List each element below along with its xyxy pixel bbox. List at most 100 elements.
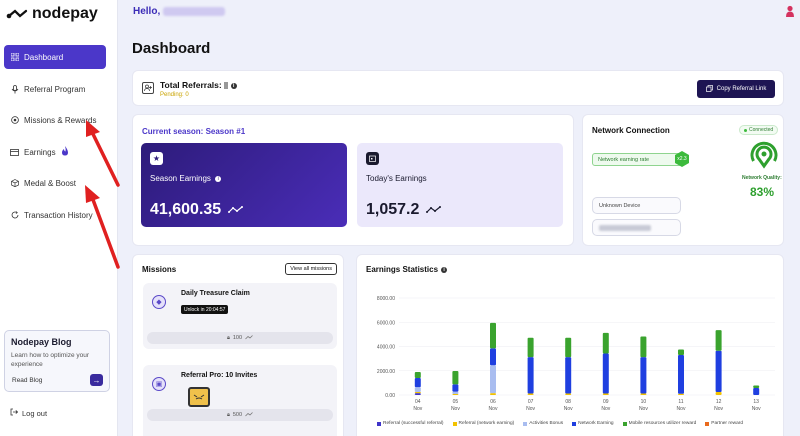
- legend-swatch: [452, 421, 457, 426]
- mission-reward[interactable]: 🔒︎ 500: [147, 409, 333, 421]
- bar-segment: [565, 393, 572, 395]
- sidebar-item-earnings[interactable]: Earnings: [4, 140, 106, 164]
- legend-swatch: [377, 421, 381, 426]
- legend-label: Referral (network earning): [458, 421, 515, 426]
- view-all-missions-button[interactable]: View all missions: [285, 263, 337, 275]
- read-blog-link[interactable]: Read Blog: [12, 377, 43, 384]
- season-earnings-label: Season Earnings i: [150, 174, 222, 183]
- redacted-text: [599, 224, 651, 231]
- logout-button[interactable]: Log out: [10, 408, 47, 418]
- network-connection-card: Network Connection Connected Network ear…: [582, 114, 784, 246]
- legend-swatch: [705, 421, 710, 426]
- x-tick-month: Nov: [451, 406, 460, 412]
- info-icon[interactable]: i: [230, 82, 237, 89]
- legend-item[interactable]: Referral (network earning): [452, 421, 515, 426]
- status-dot-icon: [744, 128, 747, 132]
- info-icon[interactable]: i: [441, 266, 448, 273]
- bar-segment: [640, 393, 647, 395]
- device-name: Unknown Device: [592, 197, 681, 214]
- arrow-right-icon[interactable]: →: [90, 374, 103, 386]
- mission-item[interactable]: ▣ Referral Pro: 10 Invites 🔒︎ 500: [143, 365, 337, 436]
- x-tick-day: 04: [415, 399, 421, 405]
- target-icon: [10, 116, 19, 125]
- legend-item[interactable]: Referral (successful referral): [377, 421, 444, 426]
- pending-referrals: Pending: 0: [160, 92, 189, 98]
- legend-label: Network Earning: [578, 421, 614, 426]
- bar-segment: [640, 357, 647, 394]
- bar-segment: [602, 353, 609, 394]
- sidebar-item-medal-boost[interactable]: Medal & Boost: [4, 171, 106, 195]
- calendar-icon: [366, 152, 379, 165]
- legend-item[interactable]: Partner reward: [705, 421, 743, 426]
- device-id-redacted: [592, 219, 681, 236]
- bar-segment: [527, 393, 534, 395]
- legend-item[interactable]: Network Earning: [572, 421, 614, 426]
- legend-item[interactable]: Mobile resources utilizer reward: [622, 421, 697, 426]
- annotation-arrows: [85, 120, 120, 269]
- user-avatar-icon[interactable]: [785, 5, 795, 18]
- x-tick-month: Nov: [564, 406, 573, 412]
- bar-segment: [527, 357, 534, 394]
- top-bar: Hello,: [119, 0, 800, 25]
- bar-segment: [715, 330, 722, 351]
- x-tick-day: 10: [641, 399, 647, 405]
- bar-segment: [527, 337, 534, 358]
- bar-segment: [678, 393, 684, 395]
- legend-label: Referral (successful referral): [383, 421, 444, 426]
- bar-segment: [602, 332, 609, 354]
- x-tick-day: 11: [678, 399, 683, 405]
- legend-label: Activities Bonus: [529, 421, 564, 426]
- earning-rate-badge: x2.3: [675, 151, 689, 167]
- copy-referral-link-button[interactable]: Copy Referral Link: [697, 80, 775, 98]
- legend-swatch: [622, 421, 627, 426]
- wallet-icon: [10, 148, 19, 157]
- page-title: Dashboard: [132, 40, 211, 57]
- season-title: Current season: Season #1: [142, 127, 246, 136]
- legend-item[interactable]: Activities Bonus: [523, 421, 563, 426]
- x-tick-day: 05: [453, 399, 459, 405]
- earnings-chart: 8000.006000.004000.002000.000.0004Nov05N…: [377, 296, 775, 412]
- x-tick-day: 09: [603, 399, 609, 405]
- x-tick-month: Nov: [677, 406, 686, 412]
- mission-name: Daily Treasure Claim: [181, 290, 250, 297]
- season-earnings-value: 41,600.35: [150, 201, 244, 219]
- refresh-icon: [10, 211, 19, 220]
- bar-segment: [490, 348, 496, 366]
- sidebar-item-dashboard[interactable]: Dashboard: [4, 45, 106, 69]
- cube-icon: [10, 179, 19, 188]
- today-earnings-box: Today's Earnings 1,057.2: [357, 143, 563, 227]
- sparkline-icon: [423, 205, 442, 217]
- network-connection-title: Network Connection: [592, 126, 670, 135]
- star-icon: ★: [150, 152, 163, 165]
- total-referrals-card: Total Referrals: i Pending: 0 Copy Referr…: [132, 70, 784, 106]
- x-tick-month: Nov: [526, 406, 535, 412]
- sidebar-item-missions-rewards[interactable]: Missions & Rewards: [4, 108, 106, 132]
- bar-segment: [678, 349, 684, 355]
- total-referrals-title: Total Referrals: i: [160, 80, 237, 90]
- bar-segment: [490, 322, 496, 349]
- bar-segment: [565, 357, 572, 394]
- mic-icon: [10, 84, 19, 94]
- info-icon[interactable]: i: [215, 175, 222, 182]
- mission-item[interactable]: ◆ Daily Treasure Claim Unlock in 20:04:5…: [143, 283, 337, 349]
- bar-segment: [565, 337, 572, 358]
- mission-reward[interactable]: 🔒︎ 100: [147, 332, 333, 344]
- sparkline-icon: [225, 205, 244, 217]
- bar-segment: [715, 391, 722, 395]
- season-earnings-box: ★ Season Earnings i 41,600.35: [141, 143, 347, 227]
- x-tick-month: Nov: [413, 406, 422, 412]
- x-tick-month: Nov: [752, 406, 761, 412]
- lock-icon: 🔒︎: [226, 411, 230, 418]
- sidebar-item-referral-program[interactable]: Referral Program: [4, 77, 106, 101]
- sidebar-item-label: Missions & Rewards: [24, 115, 97, 125]
- add-user-icon: [142, 82, 154, 94]
- nodepay-logo[interactable]: nodepay: [6, 5, 98, 23]
- blog-card[interactable]: Nodepay Blog Learn how to optimize your …: [4, 330, 110, 392]
- x-tick-day: 12: [716, 399, 722, 405]
- sidebar-item-transaction-history[interactable]: Transaction History: [4, 203, 106, 227]
- grid-icon: [10, 53, 19, 62]
- greeting: Hello,: [133, 6, 226, 17]
- sparkline-icon: [245, 334, 253, 342]
- season-card: Current season: Season #1 ★ Season Earni…: [132, 114, 574, 246]
- legend-label: Mobile resources utilizer reward: [628, 421, 697, 426]
